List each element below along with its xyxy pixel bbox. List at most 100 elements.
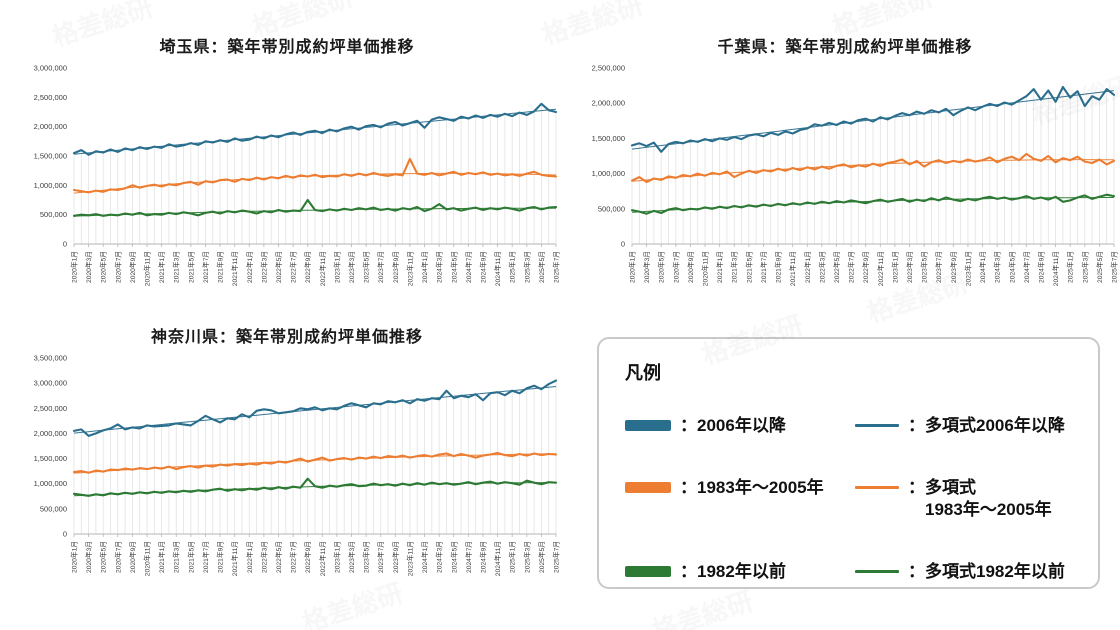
svg-text:1,500,000: 1,500,000 xyxy=(592,134,625,143)
svg-text:2024年9月: 2024年9月 xyxy=(1036,251,1045,283)
legend-swatch-green-thin xyxy=(855,570,899,573)
svg-text:2,500,000: 2,500,000 xyxy=(34,404,67,413)
svg-text:2023年1月: 2023年1月 xyxy=(332,251,341,283)
svg-text:2021年9月: 2021年9月 xyxy=(774,251,783,283)
svg-text:2024年9月: 2024年9月 xyxy=(478,251,487,283)
svg-text:2024年11月: 2024年11月 xyxy=(493,541,502,576)
legend-item-poly-1983-2005: ：多項式 1983年〜2005年 xyxy=(855,477,1072,521)
svg-text:2020年1月: 2020年1月 xyxy=(70,251,79,283)
svg-text:2020年7月: 2020年7月 xyxy=(113,541,122,573)
svg-text:2022年9月: 2022年9月 xyxy=(861,251,870,283)
svg-text:2020年7月: 2020年7月 xyxy=(671,251,680,283)
svg-text:2024年3月: 2024年3月 xyxy=(993,251,1002,283)
legend-label: ：1983年〜2005年 xyxy=(680,478,824,497)
svg-text:2020年1月: 2020年1月 xyxy=(628,251,637,283)
svg-text:500,000: 500,000 xyxy=(598,204,625,213)
svg-text:2024年7月: 2024年7月 xyxy=(464,541,473,573)
svg-text:0: 0 xyxy=(63,530,67,539)
svg-text:2021年3月: 2021年3月 xyxy=(172,541,181,573)
svg-text:1,000,000: 1,000,000 xyxy=(592,169,625,178)
svg-text:2021年7月: 2021年7月 xyxy=(759,251,768,283)
svg-text:2022年1月: 2022年1月 xyxy=(245,541,254,573)
svg-text:2025年5月: 2025年5月 xyxy=(537,251,546,283)
svg-text:2025年1月: 2025年1月 xyxy=(508,251,517,283)
svg-text:500,000: 500,000 xyxy=(40,210,67,219)
svg-text:2023年3月: 2023年3月 xyxy=(347,541,356,573)
svg-text:2022年11月: 2022年11月 xyxy=(318,251,327,286)
svg-text:2021年9月: 2021年9月 xyxy=(216,251,225,283)
legend-swatch-orange-thin xyxy=(855,486,899,489)
svg-text:2023年5月: 2023年5月 xyxy=(362,251,371,283)
svg-text:2022年7月: 2022年7月 xyxy=(289,251,298,283)
svg-text:2024年3月: 2024年3月 xyxy=(435,251,444,283)
svg-text:2025年3月: 2025年3月 xyxy=(522,251,531,283)
legend-grid: ：2006年以降 ：多項式2006年以降 ：1983年〜2005年 ：多項式 19… xyxy=(625,415,1072,583)
svg-text:2021年7月: 2021年7月 xyxy=(201,251,210,283)
svg-text:2023年9月: 2023年9月 xyxy=(391,541,400,573)
svg-text:2023年5月: 2023年5月 xyxy=(920,251,929,283)
svg-text:2024年5月: 2024年5月 xyxy=(1007,251,1016,283)
svg-text:0: 0 xyxy=(63,240,67,249)
svg-text:2023年1月: 2023年1月 xyxy=(332,541,341,573)
svg-text:2023年11月: 2023年11月 xyxy=(963,251,972,286)
chart-title-saitama: 埼玉県：築年帯別成約坪単価推移 xyxy=(159,39,415,56)
chart-canvas-chiba: 0 500,000 1,000,000 1,500,000 2,000,000 2,500… xyxy=(572,60,1119,296)
svg-text:3,500,000: 3,500,000 xyxy=(34,354,67,363)
svg-text:2025年5月: 2025年5月 xyxy=(1095,251,1104,283)
svg-text:2022年7月: 2022年7月 xyxy=(847,251,856,283)
svg-text:2023年11月: 2023年11月 xyxy=(405,541,414,576)
legend-swatch-blue-thin xyxy=(855,424,899,427)
svg-text:2023年7月: 2023年7月 xyxy=(376,541,385,573)
svg-text:2024年1月: 2024年1月 xyxy=(420,541,429,573)
svg-text:2020年11月: 2020年11月 xyxy=(143,251,152,286)
svg-text:2021年3月: 2021年3月 xyxy=(730,251,739,283)
svg-text:2021年1月: 2021年1月 xyxy=(715,251,724,283)
svg-text:2021年11月: 2021年11月 xyxy=(230,251,239,286)
svg-text:1,500,000: 1,500,000 xyxy=(34,454,67,463)
svg-text:2022年5月: 2022年5月 xyxy=(274,541,283,573)
svg-text:2025年7月: 2025年7月 xyxy=(552,251,561,283)
svg-text:2023年7月: 2023年7月 xyxy=(934,251,943,283)
svg-text:2021年1月: 2021年1月 xyxy=(157,541,166,573)
svg-text:3,000,000: 3,000,000 xyxy=(34,64,67,73)
svg-text:2023年5月: 2023年5月 xyxy=(362,541,371,573)
svg-text:2024年11月: 2024年11月 xyxy=(1051,251,1060,286)
legend-swatch-blue-thick xyxy=(625,420,671,431)
svg-text:2,500,000: 2,500,000 xyxy=(34,93,67,102)
svg-text:2,000,000: 2,000,000 xyxy=(34,122,67,131)
svg-text:2022年11月: 2022年11月 xyxy=(318,541,327,576)
svg-text:2020年3月: 2020年3月 xyxy=(84,541,93,573)
svg-text:2023年1月: 2023年1月 xyxy=(890,251,899,283)
svg-text:2020年5月: 2020年5月 xyxy=(99,541,108,573)
chart-panel-saitama: 埼玉県：築年帯別成約坪単価推移 0 500,000 1,000,000 1,500,0… xyxy=(14,36,561,296)
svg-text:2023年3月: 2023年3月 xyxy=(347,251,356,283)
svg-text:2020年3月: 2020年3月 xyxy=(84,251,93,283)
legend-label: ：多項式 1983年〜2005年 xyxy=(908,478,1052,519)
svg-text:2,000,000: 2,000,000 xyxy=(34,429,67,438)
svg-text:2020年7月: 2020年7月 xyxy=(113,251,122,283)
svg-text:2020年9月: 2020年9月 xyxy=(128,541,137,573)
legend-box: 凡例 ：2006年以降 ：多項式2006年以降 ：1983年〜2005年 ：多項… xyxy=(597,337,1100,589)
svg-text:2,500,000: 2,500,000 xyxy=(592,64,625,73)
svg-text:2022年5月: 2022年5月 xyxy=(274,251,283,283)
legend-label: ：多項式1982年以前 xyxy=(908,562,1065,581)
svg-text:2022年3月: 2022年3月 xyxy=(259,251,268,283)
svg-text:2023年9月: 2023年9月 xyxy=(391,251,400,283)
svg-text:2025年7月: 2025年7月 xyxy=(552,541,561,573)
chart-canvas-saitama: 0 500,000 1,000,000 1,500,000 2,000,000 2,500… xyxy=(14,60,561,296)
svg-text:2025年3月: 2025年3月 xyxy=(522,541,531,573)
svg-text:2025年7月: 2025年7月 xyxy=(1110,251,1119,283)
svg-text:2020年1月: 2020年1月 xyxy=(70,541,79,573)
svg-text:2022年7月: 2022年7月 xyxy=(289,541,298,573)
svg-text:2020年9月: 2020年9月 xyxy=(128,251,137,283)
chart-title-chiba: 千葉県：築年帯別成約坪単価推移 xyxy=(717,39,973,56)
svg-text:2021年7月: 2021年7月 xyxy=(201,541,210,573)
chart-panel-kanagawa: 神奈川県：築年帯別成約坪単価推移 0 500,000 1,000,000 1,500,… xyxy=(14,326,561,586)
legend-swatch-orange-thick xyxy=(625,482,671,493)
svg-text:2021年1月: 2021年1月 xyxy=(157,251,166,283)
svg-text:2023年11月: 2023年11月 xyxy=(405,251,414,286)
svg-text:2021年11月: 2021年11月 xyxy=(230,541,239,576)
svg-text:3,000,000: 3,000,000 xyxy=(34,379,67,388)
svg-text:2025年3月: 2025年3月 xyxy=(1080,251,1089,283)
svg-text:2024年7月: 2024年7月 xyxy=(1022,251,1031,283)
